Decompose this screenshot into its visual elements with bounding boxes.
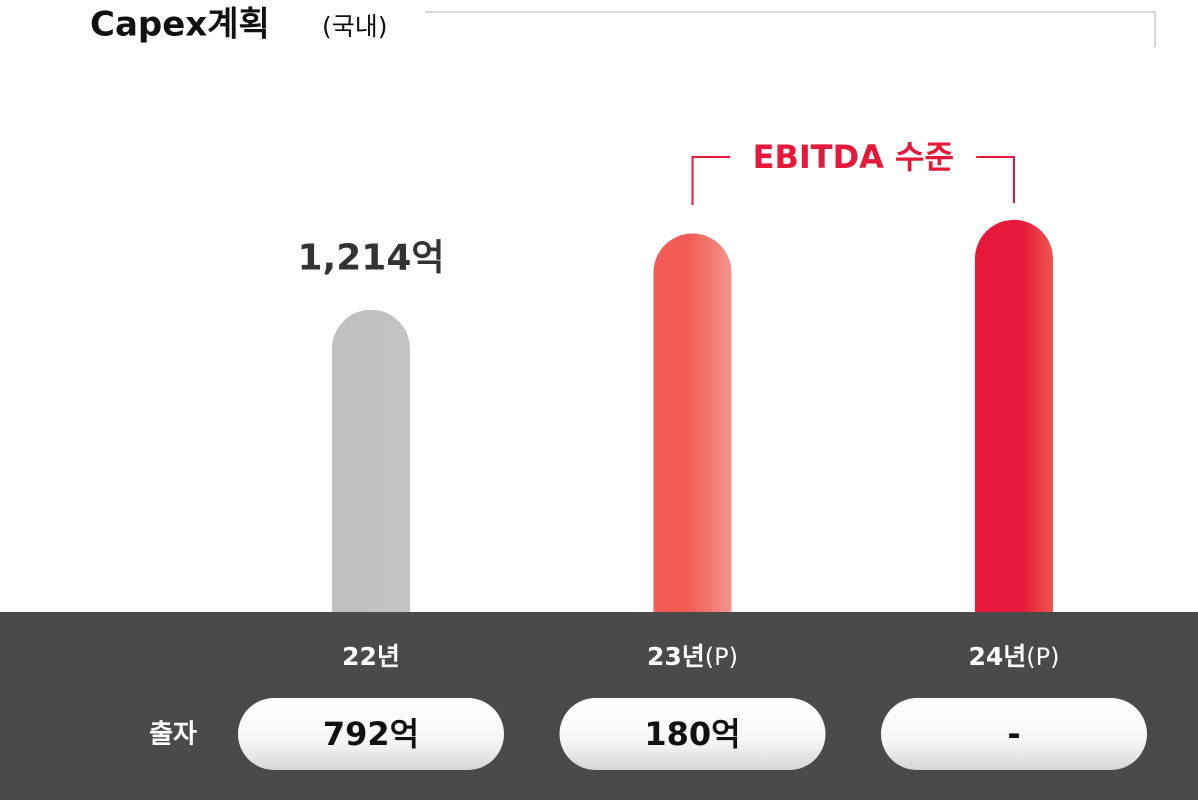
x-tick-label: 24년(P) <box>969 642 1060 671</box>
x-tick-label: 22년 <box>342 642 400 671</box>
value-pill <box>238 698 504 770</box>
category: 22년 <box>342 642 400 671</box>
bar <box>975 219 1053 613</box>
x-tick-label: 23년(P) <box>647 642 738 671</box>
investment-value: 180억 <box>644 715 740 753</box>
bar <box>332 309 410 612</box>
annotation: EBITDA 수준 <box>753 138 954 176</box>
category-suffix: (P) <box>1026 643 1059 671</box>
category: 24년 <box>969 642 1027 671</box>
bracket <box>691 156 1015 205</box>
title-rule <box>425 11 1156 47</box>
chart-title: Capex계획 <box>90 5 270 45</box>
investment-value: 792억 <box>323 715 419 753</box>
category: 23년 <box>647 642 705 671</box>
category-suffix: (P) <box>705 643 738 671</box>
value-label: 1,214억 <box>298 238 445 279</box>
chart-subtitle: (국내) <box>322 12 388 41</box>
value-pill <box>559 698 826 770</box>
bar <box>653 233 732 612</box>
value-pill <box>881 698 1147 770</box>
row-label: 출자 <box>149 720 197 750</box>
investment-value: - <box>1007 715 1020 753</box>
